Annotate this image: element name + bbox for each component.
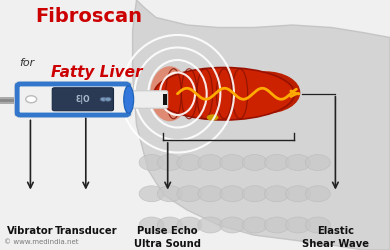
Polygon shape [133, 0, 390, 250]
FancyBboxPatch shape [15, 82, 131, 117]
Text: Ɛ|O: Ɛ|O [76, 95, 90, 104]
Circle shape [220, 186, 245, 202]
Circle shape [100, 97, 106, 101]
Circle shape [305, 217, 330, 233]
Bar [163, 94, 167, 105]
Text: for: for [20, 58, 35, 68]
Circle shape [157, 154, 182, 170]
Circle shape [157, 186, 182, 202]
Circle shape [177, 217, 202, 233]
Circle shape [26, 96, 37, 103]
FancyBboxPatch shape [52, 88, 113, 111]
Text: Elastic
Shear Wave: Elastic Shear Wave [302, 226, 369, 249]
Text: Fatty Liver: Fatty Liver [51, 65, 142, 80]
Circle shape [157, 217, 182, 233]
Circle shape [242, 217, 267, 233]
Circle shape [242, 186, 267, 202]
FancyBboxPatch shape [131, 91, 168, 108]
Ellipse shape [150, 66, 189, 121]
Circle shape [198, 154, 223, 170]
Circle shape [177, 186, 202, 202]
Circle shape [177, 154, 202, 170]
Circle shape [198, 186, 223, 202]
Circle shape [305, 186, 330, 202]
Circle shape [105, 97, 111, 101]
Text: Vibrator: Vibrator [7, 226, 54, 236]
Circle shape [264, 154, 289, 170]
Circle shape [139, 186, 164, 202]
Circle shape [285, 154, 310, 170]
Circle shape [139, 217, 164, 233]
Text: Fibroscan: Fibroscan [35, 8, 142, 26]
Circle shape [198, 217, 223, 233]
Ellipse shape [230, 71, 300, 114]
Circle shape [305, 154, 330, 170]
Text: © www.medindia.net: © www.medindia.net [4, 239, 78, 245]
Circle shape [264, 217, 289, 233]
Circle shape [285, 186, 310, 202]
Ellipse shape [207, 114, 218, 121]
Circle shape [242, 154, 267, 170]
Circle shape [285, 217, 310, 233]
Text: Transducer: Transducer [55, 226, 117, 236]
Ellipse shape [124, 86, 133, 113]
Circle shape [220, 154, 245, 170]
Text: Pulse Echo
Ultra Sound: Pulse Echo Ultra Sound [134, 226, 201, 249]
Circle shape [264, 186, 289, 202]
Ellipse shape [154, 68, 294, 120]
Circle shape [139, 154, 164, 170]
Circle shape [220, 217, 245, 233]
